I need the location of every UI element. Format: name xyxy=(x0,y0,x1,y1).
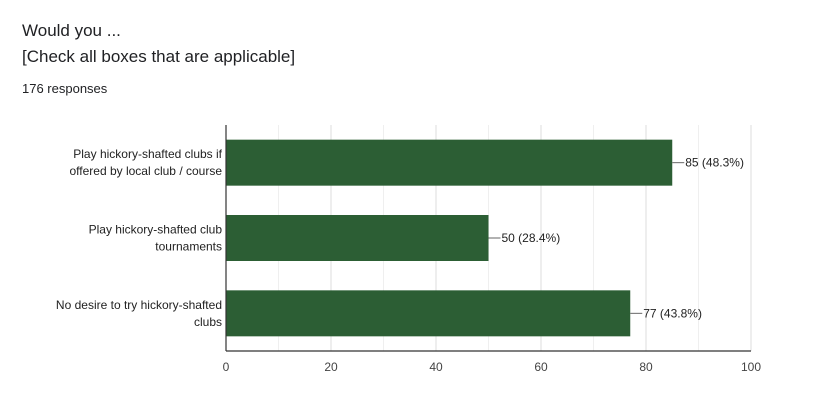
bar[interactable] xyxy=(226,139,673,186)
response-count: 176 responses xyxy=(22,81,108,96)
x-tick-label: 0 xyxy=(223,360,230,374)
bar[interactable] xyxy=(226,290,631,337)
category-label: tournaments xyxy=(155,240,222,254)
category-label: offered by local club / course xyxy=(69,164,222,178)
data-label: 77 (43.8%) xyxy=(643,306,702,320)
data-label: 50 (28.4%) xyxy=(502,231,561,245)
bar[interactable] xyxy=(226,215,489,261)
data-label: 85 (48.3%) xyxy=(685,156,744,170)
category-label: No desire to try hickory-shafted xyxy=(56,298,222,312)
axes: 0 20 40 60 80 100 xyxy=(223,125,761,374)
category-label: Play hickory-shafted clubs if xyxy=(73,147,222,161)
category-label: clubs xyxy=(194,315,222,329)
question-instructions: [Check all boxes that are applicable] xyxy=(22,47,296,66)
x-tick-label: 60 xyxy=(534,360,548,374)
labels: 85 (48.3%) Play hickory-shafted clubs if o… xyxy=(56,147,744,329)
category-label: Play hickory-shafted club xyxy=(89,223,223,237)
x-tick-label: 100 xyxy=(741,360,761,374)
x-tick-label: 20 xyxy=(324,360,338,374)
x-tick-label: 80 xyxy=(639,360,653,374)
question-title: Would you ... xyxy=(22,21,121,40)
bars xyxy=(226,139,673,337)
x-tick-label: 40 xyxy=(429,360,443,374)
